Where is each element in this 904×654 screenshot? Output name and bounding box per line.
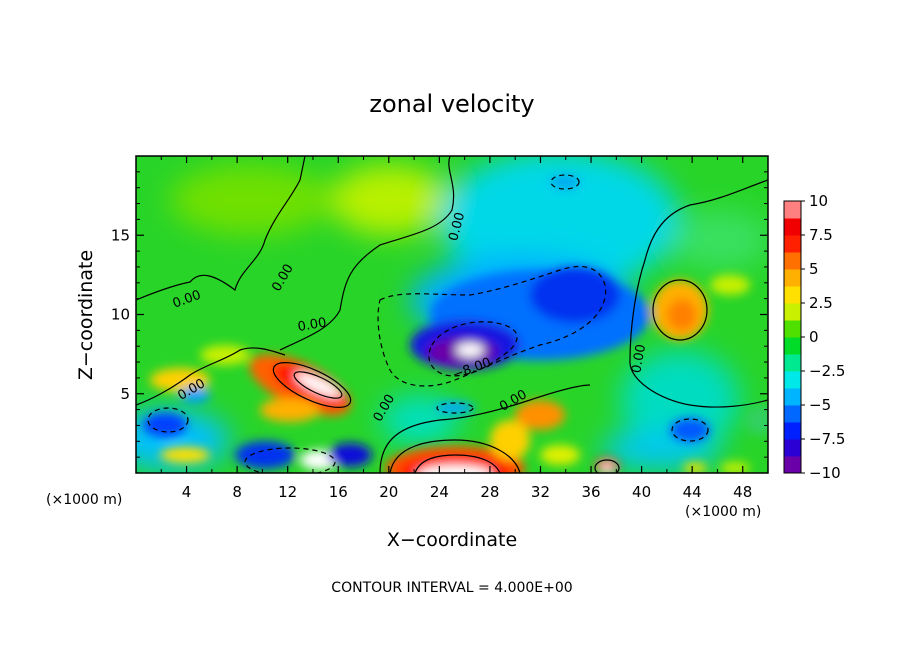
contour-lines bbox=[136, 156, 768, 473]
colorbar-swatch bbox=[784, 235, 801, 253]
x-tick-label: 24 bbox=[430, 483, 449, 501]
colorbar: 10 7.5 5 2.5 0 −2.5 −5 −7.5 −10 bbox=[783, 192, 845, 482]
colorbar-swatch bbox=[784, 439, 801, 457]
contour-red-jet-inner bbox=[293, 371, 343, 399]
x-tick-label: 48 bbox=[733, 483, 752, 501]
colorbar-tick-label: 5 bbox=[809, 260, 819, 278]
contour-red-jet bbox=[272, 362, 352, 408]
field-features bbox=[143, 175, 768, 473]
contour-orange-high bbox=[652, 279, 708, 341]
contour-neg-bottom bbox=[244, 447, 336, 473]
colorbar-swatch bbox=[784, 201, 801, 219]
contour-label: 0.00 bbox=[297, 315, 328, 335]
x-tick-label: 4 bbox=[182, 483, 192, 501]
x-tick-label: 16 bbox=[329, 483, 348, 501]
contour-neg-upper bbox=[550, 174, 580, 190]
colorbar-swatch bbox=[784, 218, 801, 236]
colorbar-tick-label: −2.5 bbox=[809, 362, 845, 380]
contour-label: 0.00 bbox=[629, 343, 649, 374]
y-axis: 5 10 15 bbox=[111, 171, 768, 458]
colorbar-swatch bbox=[784, 456, 801, 474]
contour-interval-note: CONTOUR INTERVAL = 4.000E+00 bbox=[331, 580, 572, 596]
colorbar-tick-label: 7.5 bbox=[809, 226, 833, 244]
colorbar-swatch bbox=[784, 405, 801, 423]
contour-zero-left bbox=[136, 347, 286, 406]
colorbar-tick-label: −7.5 bbox=[809, 430, 845, 448]
x-axis-label: X−coordinate bbox=[387, 529, 517, 551]
x-tick-label: 44 bbox=[683, 483, 702, 501]
colorbar-swatch bbox=[784, 269, 801, 287]
x-tick-label: 12 bbox=[278, 483, 297, 501]
x-tick-label: 36 bbox=[581, 483, 600, 501]
y-tick-label: 15 bbox=[111, 226, 130, 244]
y-axis-label: Z−coordinate bbox=[75, 250, 97, 380]
plot-area: 0.00 0.00 0.00 0.00 0.00 0.00 −8.00 0.00… bbox=[136, 156, 768, 473]
contour-zero-right bbox=[629, 179, 768, 408]
colorbar-tick-label: 2.5 bbox=[809, 294, 833, 312]
contour-zero-mid bbox=[279, 156, 455, 351]
colorbar-swatch bbox=[784, 252, 801, 270]
colorbar-tick-label: 10 bbox=[809, 192, 828, 210]
x-tick-label: 8 bbox=[232, 483, 242, 501]
colorbar-swatch bbox=[784, 320, 801, 338]
x-unit-left: (×1000 m) bbox=[46, 492, 122, 508]
x-axis: 4 8 12 16 20 24 28 32 36 40 44 48 bbox=[160, 156, 752, 501]
colorbar-swatch bbox=[784, 371, 801, 389]
colorbar-swatch bbox=[784, 422, 801, 440]
contour-zero-lower bbox=[379, 384, 591, 473]
contour-zero-upper bbox=[136, 156, 306, 301]
x-tick-label: 20 bbox=[379, 483, 398, 501]
x-unit-right: (×1000 m) bbox=[685, 504, 761, 520]
colorbar-tick-label: −5 bbox=[809, 396, 831, 414]
colorbar-tick-label: −10 bbox=[809, 464, 841, 482]
colorbar-swatch bbox=[784, 388, 801, 406]
contour-neg-eight bbox=[428, 321, 518, 377]
colorbar-tick-label: 0 bbox=[809, 328, 819, 346]
chart-title: zonal velocity bbox=[369, 90, 534, 118]
contour-bottom-right-high bbox=[594, 459, 620, 473]
contour-neg-trough bbox=[377, 265, 607, 387]
y-tick-label: 10 bbox=[111, 306, 130, 324]
contour-bottom-high bbox=[389, 439, 521, 473]
colorbar-swatch bbox=[784, 303, 801, 321]
contour-neg-right bbox=[671, 418, 709, 442]
contour-bottom-high-inner bbox=[414, 454, 501, 473]
colorbar-swatch bbox=[784, 337, 801, 355]
x-tick-label: 32 bbox=[531, 483, 550, 501]
contour-label: 0.00 bbox=[446, 211, 468, 243]
x-tick-label: 28 bbox=[480, 483, 499, 501]
colorbar-swatch bbox=[784, 354, 801, 372]
contour-neg-left bbox=[147, 407, 189, 433]
contour-neg-small bbox=[436, 402, 474, 414]
colorbar-swatch bbox=[784, 286, 801, 304]
x-tick-label: 40 bbox=[632, 483, 651, 501]
y-tick-label: 5 bbox=[120, 385, 130, 403]
